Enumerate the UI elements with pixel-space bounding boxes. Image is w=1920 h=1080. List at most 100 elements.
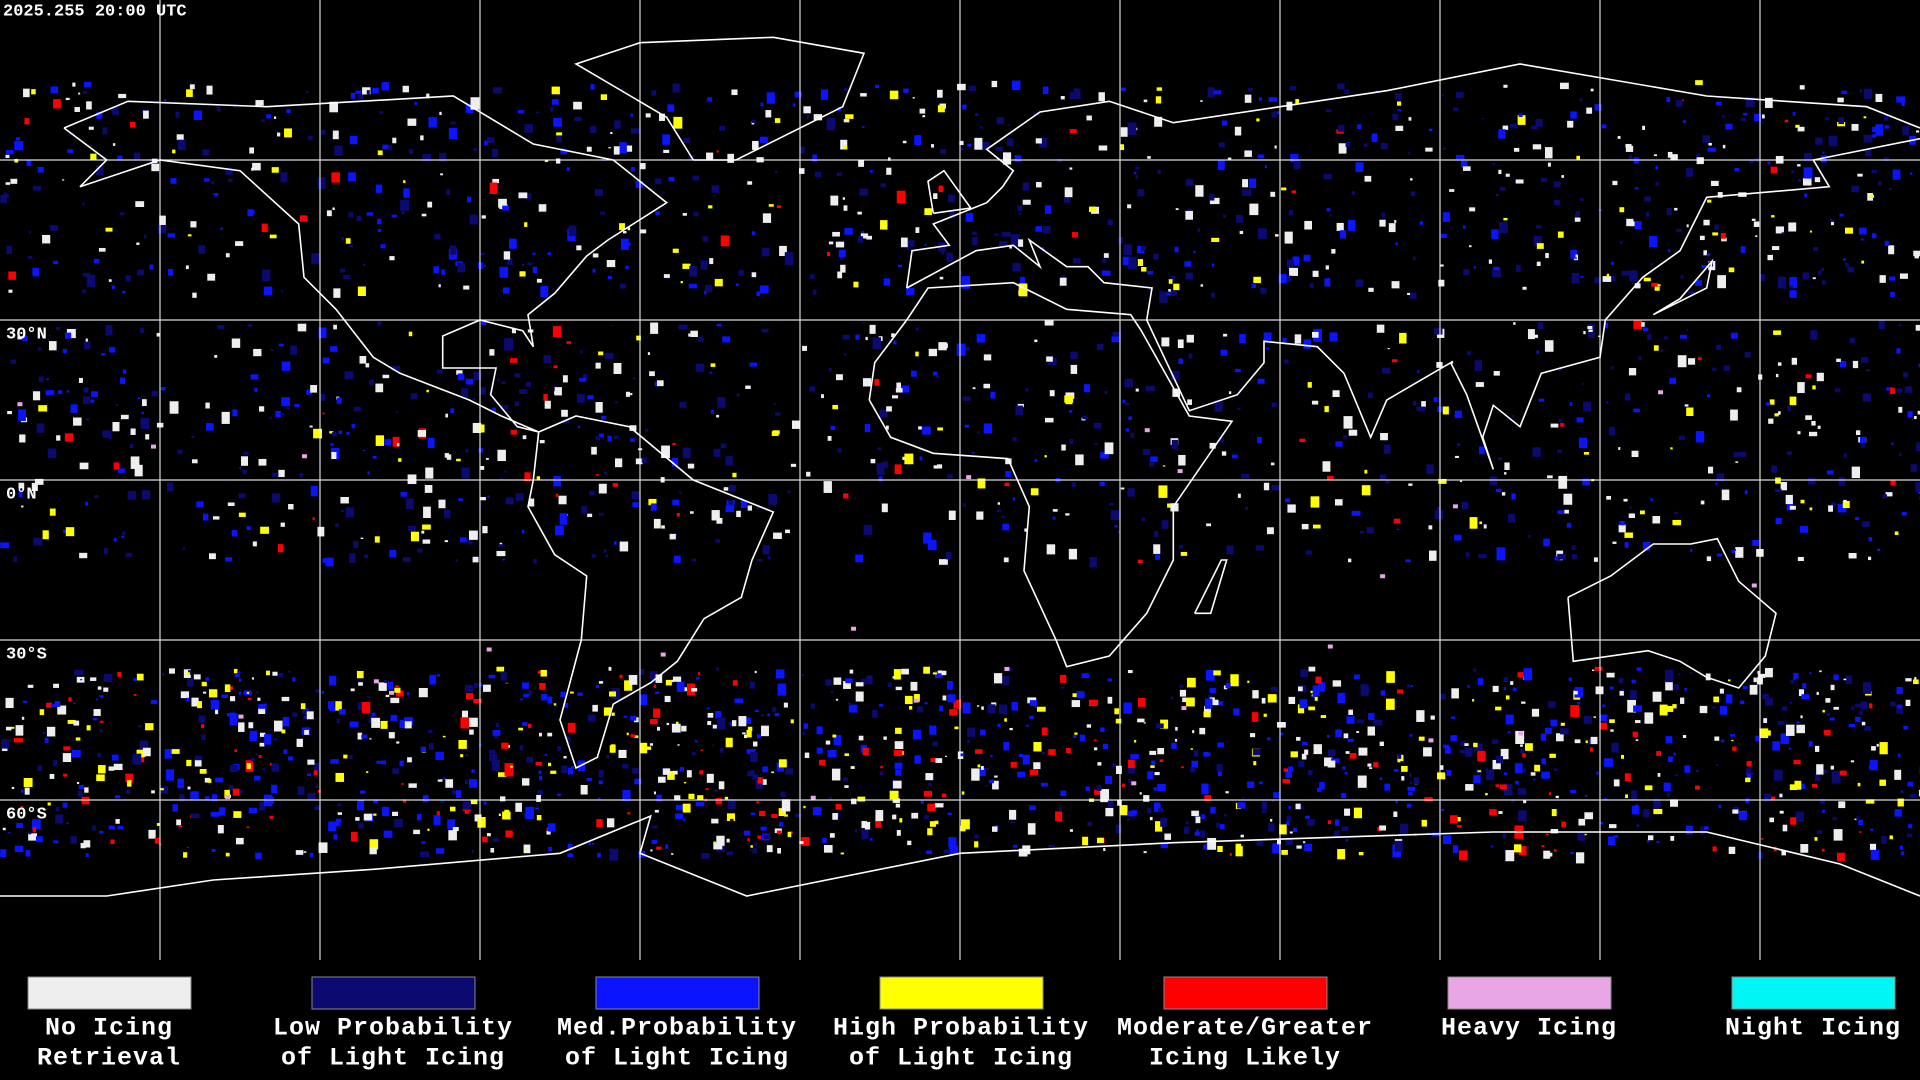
- icing-pixel: [1644, 196, 1651, 202]
- icing-pixel: [710, 363, 716, 367]
- icing-pixel: [211, 848, 216, 852]
- icing-pixel: [1035, 226, 1043, 232]
- icing-pixel: [136, 749, 145, 758]
- icing-pixel: [266, 114, 272, 119]
- icing-pixel: [672, 499, 680, 506]
- icing-pixel: [346, 431, 350, 435]
- icing-pixel: [204, 777, 210, 783]
- icing-pixel: [112, 107, 119, 116]
- icing-pixel: [1147, 771, 1153, 780]
- icing-pixel: [1141, 517, 1146, 522]
- icing-pixel: [1351, 510, 1361, 516]
- icing-pixel: [400, 200, 410, 211]
- icing-pixel: [1584, 833, 1587, 836]
- icing-pixel: [1245, 506, 1249, 510]
- icing-pixel: [1184, 826, 1190, 834]
- icing-pixel: [1160, 817, 1168, 827]
- icing-pixel: [83, 387, 89, 393]
- icing-pixel: [665, 679, 672, 686]
- icing-pixel: [1618, 678, 1624, 684]
- icing-pixel: [1789, 396, 1797, 406]
- icing-pixel: [1879, 275, 1886, 283]
- icing-pixel: [596, 819, 603, 828]
- icing-pixel: [1625, 143, 1632, 148]
- icing-pixel: [680, 281, 683, 284]
- icing-pixel: [1743, 686, 1748, 689]
- icing-pixel: [436, 811, 440, 816]
- icing-pixel: [238, 678, 242, 682]
- icing-pixel: [1160, 719, 1169, 729]
- icing-pixel: [878, 476, 883, 482]
- icing-pixel: [95, 164, 104, 176]
- icing-pixel: [525, 193, 532, 200]
- icing-pixel: [199, 768, 207, 774]
- icing-pixel: [361, 734, 368, 739]
- icing-pixel: [548, 846, 553, 852]
- icing-pixel: [280, 172, 288, 183]
- icing-pixel: [355, 817, 360, 821]
- icing-pixel: [1061, 275, 1066, 279]
- icing-pixel: [1820, 267, 1825, 271]
- icing-pixel: [62, 349, 68, 353]
- icing-pixel: [1143, 851, 1147, 854]
- icing-pixel: [1785, 724, 1795, 736]
- icing-pixel: [566, 167, 570, 171]
- icing-pixel: [98, 765, 106, 774]
- icing-pixel: [1283, 768, 1289, 772]
- icing-pixel: [189, 84, 195, 90]
- icing-pixel: [70, 404, 78, 413]
- icing-pixel: [1188, 353, 1193, 359]
- icing-pixel: [663, 149, 670, 153]
- icing-pixel: [1341, 792, 1347, 799]
- icing-pixel: [467, 196, 472, 203]
- icing-pixel: [271, 493, 280, 503]
- icing-pixel: [1674, 207, 1678, 211]
- icing-pixel: [854, 497, 857, 499]
- icing-pixel: [1257, 378, 1265, 384]
- icing-pixel: [980, 766, 984, 770]
- icing-pixel: [768, 494, 778, 505]
- icing-pixel: [1875, 93, 1883, 103]
- icing-pixel: [1122, 256, 1129, 266]
- icing-pixel: [690, 330, 698, 338]
- icing-pixel: [869, 170, 873, 173]
- icing-pixel: [1042, 225, 1051, 234]
- icing-pixel: [1338, 124, 1345, 132]
- icing-pixel: [1467, 685, 1470, 688]
- icing-pixel: [1746, 773, 1752, 780]
- icing-pixel: [73, 417, 82, 426]
- icing-pixel: [1772, 741, 1781, 751]
- icing-pixel: [422, 539, 431, 544]
- icing-pixel: [400, 492, 407, 497]
- icing-pixel: [756, 506, 761, 510]
- icing-pixel: [322, 558, 326, 563]
- icing-pixel: [34, 478, 44, 485]
- icing-pixel: [826, 252, 831, 257]
- icing-pixel: [649, 719, 658, 725]
- icing-pixel: [460, 717, 470, 729]
- icing-pixel: [1635, 739, 1639, 741]
- icing-pixel: [254, 775, 261, 781]
- icing-pixel: [926, 850, 933, 855]
- icing-pixel: [956, 343, 966, 356]
- icing-pixel: [494, 733, 498, 739]
- icing-pixel: [547, 732, 553, 737]
- icing-pixel: [450, 806, 456, 812]
- icing-pixel: [528, 690, 532, 695]
- icing-pixel: [314, 762, 321, 772]
- icing-pixel: [663, 274, 670, 278]
- icing-pixel: [21, 789, 24, 793]
- icing-pixel: [915, 227, 920, 233]
- icing-pixel: [299, 215, 308, 222]
- icing-pixel: [1201, 814, 1206, 820]
- icing-pixel: [525, 806, 535, 820]
- icing-pixel: [1594, 666, 1603, 671]
- icing-pixel: [67, 719, 76, 724]
- icing-pixel: [1831, 502, 1836, 507]
- icing-pixel: [428, 117, 437, 128]
- icing-pixel: [1395, 800, 1398, 804]
- icing-pixel: [1883, 115, 1889, 121]
- icing-pixel: [689, 511, 694, 514]
- legend-label: Retrieval: [37, 1044, 181, 1073]
- icing-pixel: [1769, 817, 1775, 823]
